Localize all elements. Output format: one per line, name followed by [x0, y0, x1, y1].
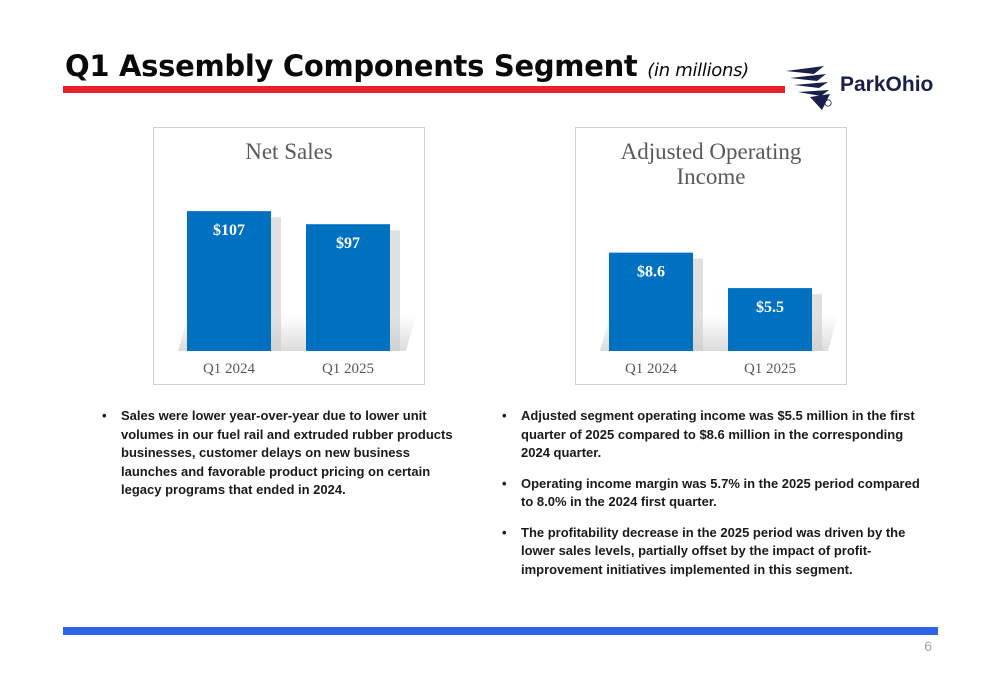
net-sales-commentary: Sales were lower year-over-year due to l… [102, 407, 467, 512]
chart-title: Adjusted Operating Income [576, 139, 846, 189]
bar-data-label: $5.5 [756, 299, 784, 316]
chart-title-line: Adjusted Operating [620, 139, 802, 164]
chart-title-line: Income [676, 164, 746, 189]
bar [187, 211, 271, 351]
slide-title-text: Q1 Assembly Components Segment [65, 49, 638, 83]
parkohio-logo: ParkOhio [784, 63, 944, 113]
x-tick-label: Q1 2025 [322, 361, 374, 377]
bullet-item: Adjusted segment operating income was $5… [502, 407, 922, 463]
x-tick-label: Q1 2024 [625, 361, 678, 377]
adjusted-operating-income-chart: $8.6 Q1 2024 $5.5 Q1 2025 Adjusted Operatin… [575, 127, 847, 385]
x-tick-label: Q1 2024 [203, 361, 256, 377]
bar-data-label: $97 [336, 235, 360, 252]
bullet-item: The profitability decrease in the 2025 p… [502, 524, 922, 580]
bar-data-label: $107 [213, 222, 245, 239]
bullet-item: Operating income margin was 5.7% in the … [502, 475, 922, 512]
net-sales-chart-svg: $107 Q1 2024 $97 Q1 2025 [178, 211, 416, 377]
bar [609, 252, 693, 351]
footer-rule [63, 627, 938, 635]
operating-income-commentary: Adjusted segment operating income was $5… [502, 407, 922, 591]
chart-title: Net Sales [154, 139, 424, 164]
bullet-item: Sales were lower year-over-year due to l… [102, 407, 467, 500]
slide-subtitle: (in millions) [647, 60, 749, 81]
parkohio-logo-icon [786, 66, 832, 110]
adjusted-operating-income-chart-svg: $8.6 Q1 2024 $5.5 Q1 2025 [600, 252, 838, 377]
page-number: 6 [924, 638, 932, 654]
net-sales-chart: $107 Q1 2024 $97 Q1 2025 Net Sales [153, 127, 425, 385]
bar [728, 288, 812, 351]
bar-data-label: $8.6 [637, 264, 665, 281]
x-tick-label: Q1 2025 [744, 361, 796, 377]
slide-title: Q1 Assembly Components Segment (in milli… [65, 49, 749, 83]
title-underline [63, 86, 785, 93]
bar [306, 224, 390, 351]
chart-title-line: Net Sales [245, 139, 333, 164]
brand-name: ParkOhio [840, 73, 934, 96]
